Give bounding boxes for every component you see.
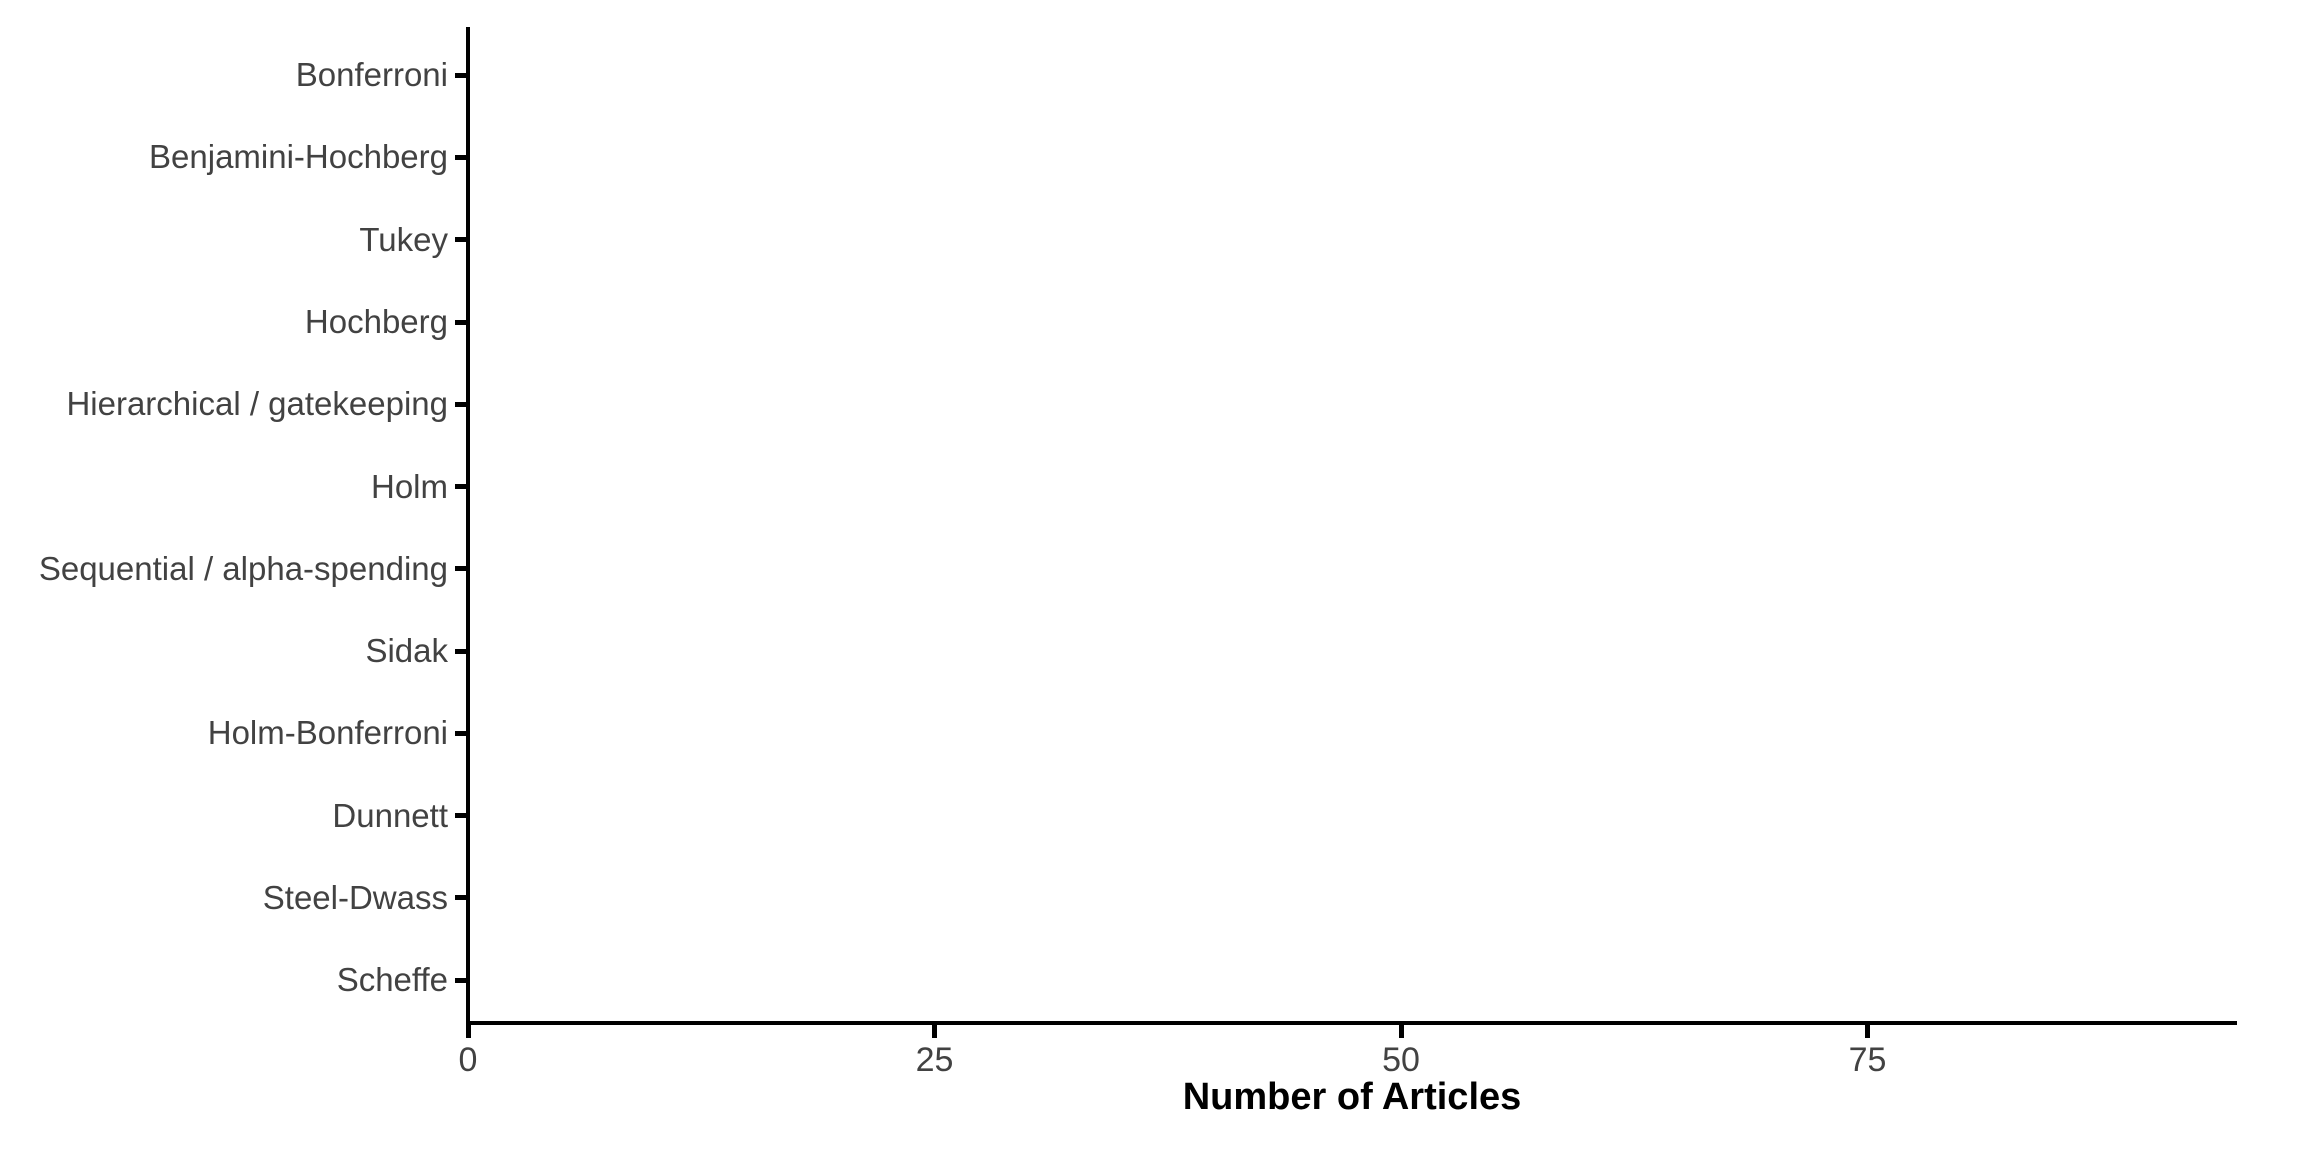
x-axis-tick-label: 50 [1382,1041,1420,1079]
y-axis-label: Hierarchical / gatekeeping [66,385,448,423]
y-axis-line [466,27,470,1025]
y-axis-tick [455,895,468,901]
y-axis-label: Holm-Bonferroni [207,714,448,752]
y-axis-tick [455,813,468,819]
y-axis-label: Bonferroni [295,56,448,94]
y-axis-tick [455,566,468,572]
x-axis-tick-label: 0 [458,1041,478,1079]
y-axis-label: Sequential / alpha-spending [38,549,448,587]
x-axis-tick [465,1025,471,1038]
x-axis-tick-label: 75 [1848,1041,1887,1079]
y-axis-label: Holm [370,467,448,505]
y-axis-label: Hochberg [304,303,448,340]
y-axis-tick [455,648,468,654]
x-axis-tick-label: 25 [915,1041,954,1079]
y-axis-tick [455,319,468,325]
x-axis-line [466,1021,2237,1025]
y-axis-tick [455,237,468,243]
y-axis-tick [455,730,468,736]
y-axis-label: Benjamini-Hochberg [149,138,448,176]
y-axis-tick [455,72,468,78]
x-axis-title: Number of Articles [1182,1076,1522,1118]
x-axis-tick [932,1025,937,1038]
y-axis-label: Scheffe [336,961,448,999]
y-axis-label: Steel-Dwass [262,878,448,916]
y-axis-label: Tukey [359,220,448,258]
y-axis-label: Dunnett [332,796,448,834]
y-axis-label: Sidak [365,632,448,670]
y-axis-tick [455,484,468,490]
x-axis-tick [1398,1025,1404,1038]
y-axis-tick [455,977,468,983]
x-axis-tick [1865,1025,1870,1038]
y-axis-tick [455,154,468,160]
y-axis-tick [455,401,468,407]
